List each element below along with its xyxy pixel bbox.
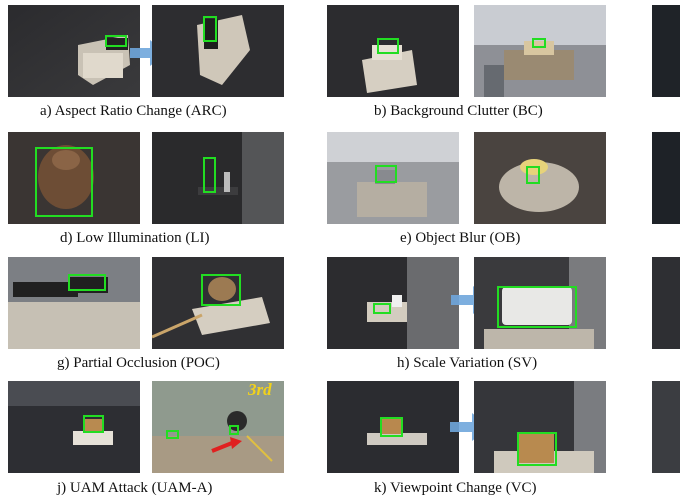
bbox [83, 415, 104, 433]
c-photo-partial [652, 5, 680, 97]
bbox [105, 35, 127, 47]
caption-li: d) Low Illumination (LI) [60, 230, 210, 246]
bbox [377, 38, 399, 54]
caption-uama: j) UAM Attack (UAM-A) [57, 480, 213, 496]
ob-photo-1 [327, 132, 459, 224]
bbox [375, 165, 397, 183]
caption-sv: h) Scale Variation (SV) [397, 355, 538, 371]
bbox [166, 430, 179, 439]
bbox [517, 432, 557, 466]
caption-poc: g) Partial Occlusion (POC) [57, 355, 220, 371]
arc-photo-1 [8, 5, 140, 97]
caption-bc: b) Background Clutter (BC) [374, 103, 543, 119]
arc-photo-2 [152, 5, 284, 97]
bbox [203, 16, 217, 42]
sv-photo-1 [327, 257, 459, 349]
ob-photo-2 [474, 132, 606, 224]
bc-photo-2 [474, 5, 606, 97]
vc-photo-1 [327, 381, 459, 473]
caption-ob: e) Object Blur (OB) [400, 230, 521, 246]
sv-photo-2 [474, 257, 606, 349]
bbox [532, 38, 546, 48]
annotation-third: 3rd [248, 380, 272, 399]
uama-photo-2 [152, 381, 284, 473]
bbox [35, 147, 93, 217]
caption-arc: a) Aspect Ratio Change (ARC) [40, 103, 227, 119]
bbox [373, 303, 391, 314]
bbox [380, 417, 403, 437]
bbox [497, 286, 577, 328]
l-photo-partial [652, 381, 680, 473]
i-photo-partial [652, 257, 680, 349]
uama-photo-1 [8, 381, 140, 473]
bbox [201, 274, 241, 306]
li-photo-2 [152, 132, 284, 224]
bbox [229, 425, 239, 435]
bbox [68, 274, 106, 291]
bbox [203, 157, 216, 193]
caption-vc: k) Viewpoint Change (VC) [374, 480, 537, 496]
bc-photo-1 [327, 5, 459, 97]
poc-photo-1 [8, 257, 140, 349]
f-photo-partial [652, 132, 680, 224]
bbox [526, 166, 540, 184]
vc-photo-2 [474, 381, 606, 473]
poc-photo-2 [152, 257, 284, 349]
